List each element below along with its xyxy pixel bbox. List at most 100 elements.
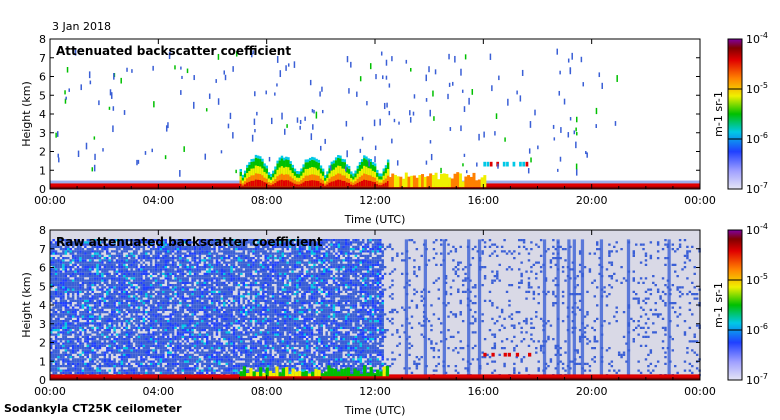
noise-cell [89,277,92,280]
noise-cell [52,275,55,278]
noise-cell [227,239,231,242]
snow-cell [315,180,318,187]
noise-cell [198,308,202,311]
noise-speck [220,150,223,154]
noise-cell [218,315,221,318]
noise-cell [84,333,87,336]
noise-cell [201,252,204,255]
noise-cell [252,279,255,282]
noise-cell [184,259,187,262]
noise-cell [69,342,72,345]
noise-cell [93,304,97,307]
noise-cell [203,315,206,318]
noise-cell [89,360,92,363]
noise-cell [142,344,146,347]
noise-cell [59,284,63,287]
snow-cell [326,181,329,187]
snow-cell [272,184,275,187]
noise-cell [249,340,253,343]
noise-cell [196,277,199,280]
noise-cell [142,342,146,345]
noise-cell [101,279,104,282]
noise-cell [59,326,63,329]
noise-cell [67,358,70,361]
noise-cell [220,329,224,332]
noise-cell [191,259,194,262]
noise-cell [167,259,170,262]
noise-cell [54,369,58,372]
noise-cell [230,340,233,343]
noise-cell [176,299,180,302]
noise-cell [227,369,231,372]
noise-cell [237,365,241,368]
noise-cell [198,252,202,255]
noise-cell [79,356,82,359]
noise-cell [171,295,175,298]
noise-cell [67,243,70,246]
noise-cell [157,245,160,248]
noise-cell [145,299,148,302]
noise-cell [125,275,128,278]
noise-cell [154,302,158,305]
noise-cell [86,356,89,359]
noise-cell [130,322,133,325]
noise-cell [162,369,165,372]
noise-cell [218,362,221,365]
noise-speck [575,116,578,123]
noise-cell [71,272,75,275]
y-tick-label: 0 [39,183,46,196]
noise-cell [62,338,65,341]
noise-cell [106,268,109,271]
noise-cell [50,241,53,244]
noise-cell [67,239,70,242]
noise-cell [176,333,180,336]
snow-edge-cell [358,162,362,165]
noise-cell [227,365,231,368]
noise-cell [240,306,243,309]
noise-cell [257,358,260,361]
noise-cell [247,302,250,305]
noise-cell [188,331,192,334]
noise-cell [91,268,94,271]
noise-cell [149,360,153,363]
noise-cell [118,349,121,352]
noise-cell [196,248,199,251]
noise-speck [585,151,587,155]
noise-cell [208,326,211,329]
noise-cell [132,324,136,327]
noise-cell [98,324,102,327]
noise-cell [115,261,119,264]
noise-cell [220,349,224,352]
noise-cell [188,324,192,327]
noise-cell [135,326,138,329]
noise-cell [259,317,263,320]
noise-cell [242,241,245,244]
noise-cell [213,266,216,269]
noise-cell [128,362,131,365]
noise-cell [249,239,253,242]
noise-cell [247,313,250,316]
noise-cell [206,333,209,336]
noise-cell [225,252,228,255]
noise-cell [115,248,119,251]
noise-cell [157,284,160,287]
noise-cell [149,356,153,359]
noise-cell [171,329,175,332]
noise-cell [230,302,233,305]
noise-cell [257,317,260,320]
noise-cell [157,360,160,363]
snow-cell [252,180,256,187]
noise-cell [164,331,167,334]
noise-cell [54,347,58,350]
noise-cell [259,266,263,269]
snow-cell [313,180,316,187]
noise-cell [62,290,65,293]
noise-cell [174,342,177,345]
noise-cell [137,365,141,368]
noise-cell [74,272,77,275]
noise-cell [164,322,167,325]
noise-cell [123,306,126,309]
noise-cell [120,360,124,363]
noise-cell [259,243,263,246]
noise-cell [196,304,199,307]
